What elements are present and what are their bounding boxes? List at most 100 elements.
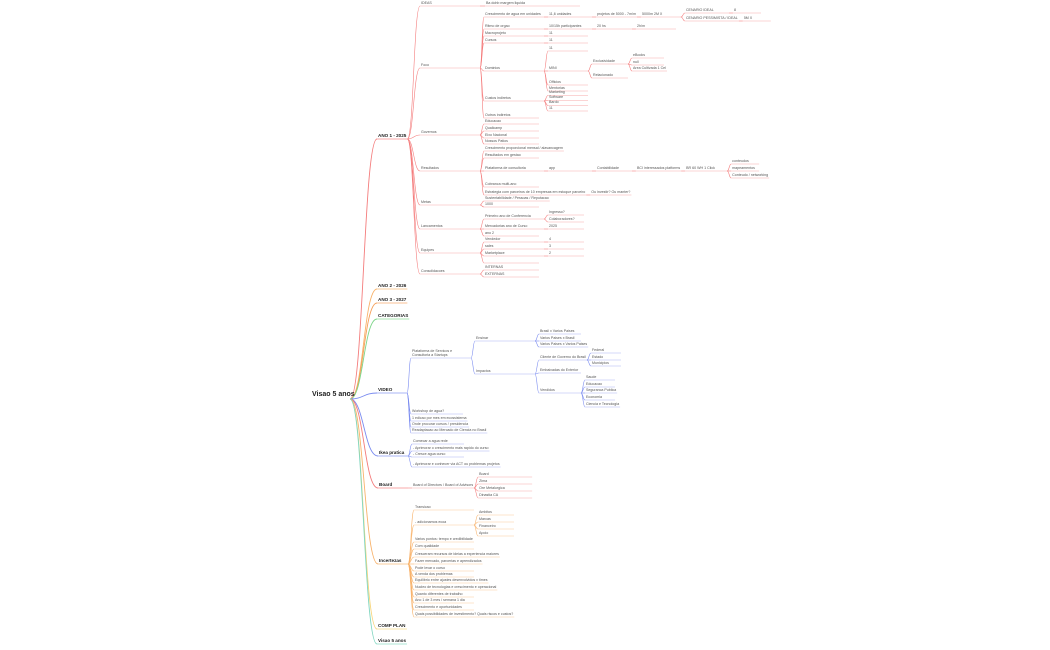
mind-map-node[interactable]: Macroprojeto: [485, 30, 506, 35]
mind-map-node[interactable]: 4: [549, 236, 551, 241]
mind-map-node[interactable]: Mentorias: [549, 85, 565, 90]
mind-map-node[interactable]: 20 hs: [597, 23, 606, 28]
mind-map-node[interactable]: Marketing: [549, 90, 565, 95]
branch-node[interactable]: ANO 2 - 2026: [378, 283, 407, 289]
mind-map-node[interactable]: 11: [549, 30, 553, 35]
mind-map-node[interactable]: Embaixadas do Exterior: [540, 367, 579, 372]
branch-node[interactable]: Ikea pratica: [379, 450, 405, 456]
mind-map-node[interactable]: mapeamentos: [732, 165, 755, 170]
mind-map-node[interactable]: ano 2: [485, 230, 494, 235]
mind-map-node[interactable]: Apoio: [479, 530, 489, 535]
branch-node[interactable]: ANO 3 - 2027: [378, 297, 407, 303]
mind-map-node[interactable]: Crescimento de agua em unidades: [485, 11, 541, 16]
mind-map-node[interactable]: - adicionamos ecoa: [415, 519, 447, 524]
mind-map-node[interactable]: 11: [549, 105, 553, 110]
mind-map-node[interactable]: Board: [479, 471, 489, 476]
mind-map-node[interactable]: projetos de 5000 - 7m/m: [597, 11, 636, 16]
mind-map-node[interactable]: Bardo: [549, 100, 559, 105]
mind-map-node[interactable]: - Cresce agua curso: [413, 451, 446, 456]
mind-map-node[interactable]: app: [549, 165, 555, 170]
branch-node[interactable]: VIDEO: [378, 387, 393, 393]
mind-map-node[interactable]: Dominios: [485, 65, 500, 70]
mind-map-node[interactable]: Nossos Patios: [485, 138, 508, 143]
mind-map-node[interactable]: Foco: [421, 62, 429, 67]
mind-map-node[interactable]: Vendidos: [540, 387, 555, 392]
branch-node[interactable]: Incertezas: [379, 558, 402, 564]
mind-map-node[interactable]: 2h/m: [637, 23, 645, 28]
mind-map-node[interactable]: Qualicamp: [485, 125, 503, 130]
mind-map-node[interactable]: 5M X: [743, 15, 753, 20]
mind-map-node[interactable]: Colaboradores?: [549, 216, 575, 221]
mind-map-node[interactable]: conteudos: [732, 158, 749, 163]
mind-map-node[interactable]: Vendedor: [485, 236, 501, 241]
mind-map-node[interactable]: Cresceram recursos de ideias a experienc…: [415, 551, 499, 556]
mind-map-node[interactable]: EXTERNAS: [485, 271, 505, 276]
mind-map-node[interactable]: Educacao: [586, 381, 602, 386]
mind-map-node[interactable]: Workshop de agua?: [412, 408, 445, 413]
mind-map-node[interactable]: Seguranca Publica: [586, 387, 617, 392]
mind-map-node[interactable]: 11: [549, 45, 553, 50]
mind-map-node[interactable]: Ambitos: [479, 509, 492, 514]
root-node[interactable]: Visao 5 anos: [312, 391, 355, 398]
mind-map-node[interactable]: Com qualidade: [415, 543, 440, 548]
mind-map-node[interactable]: BR 60 WH 1 Click: [686, 165, 715, 170]
mind-map-node[interactable]: Cobranca multi-ano: [485, 181, 517, 186]
mind-map-node[interactable]: Ciencia e Tecnologia: [586, 401, 620, 406]
branch-node[interactable]: Visao 5 anos: [378, 638, 407, 644]
branch-node[interactable]: COMP PLAN: [378, 623, 406, 629]
mind-map-node[interactable]: eBooks: [633, 52, 645, 57]
mind-map-node[interactable]: Consolidacoes: [421, 268, 445, 273]
mind-map-node[interactable]: Exclusividade: [593, 58, 615, 63]
mind-map-node[interactable]: Nucleo de tecnologias e crescimento e op…: [415, 584, 497, 589]
mind-map-node[interactable]: INTERNAS: [485, 264, 504, 269]
mind-map-node[interactable]: Board of Directors / Board of Advisors: [413, 482, 474, 487]
mind-map-node[interactable]: Crescimento e oportunidades: [415, 604, 462, 609]
mind-map-node[interactable]: Marketplace: [485, 250, 505, 255]
mind-map-node[interactable]: Pode levar o curso: [415, 565, 445, 570]
mind-map-node[interactable]: Crescimento proporcional mensal / alavan…: [485, 145, 563, 150]
mind-map-node[interactable]: Financeiro: [479, 523, 496, 528]
mind-map-node[interactable]: 2: [549, 250, 551, 255]
mind-map-node[interactable]: Equilibrio entre ajustes desenvolvidos x…: [415, 577, 488, 582]
mind-map-node[interactable]: Varios Paises x Brasil: [540, 335, 575, 340]
mind-map-node[interactable]: - Aprimorar o crescimento mais rapido do…: [413, 445, 489, 450]
mind-map-node[interactable]: Software: [549, 95, 564, 100]
mind-map-node[interactable]: - Aprimorar e conhecer via ACT ou proble…: [413, 461, 500, 466]
mind-map-node[interactable]: Resultados: [421, 165, 439, 170]
mind-map-node[interactable]: Mercadorias ano de Curso: [485, 223, 528, 228]
mind-map-node[interactable]: CENARIO PESSIMISTA / IDEAL: [685, 15, 738, 20]
mind-map-node[interactable]: 5000m 2M X: [641, 11, 663, 16]
mind-map-node[interactable]: Cliente de Governo do Brasil: [540, 354, 586, 359]
mind-map-node[interactable]: null: [633, 59, 639, 64]
mind-map-node[interactable]: Ritmo de orgao: [485, 23, 510, 28]
mind-map-node[interactable]: Lancamentos: [421, 223, 443, 228]
mind-map-node[interactable]: Plataforma de Servicos e Consultoria a S…: [412, 349, 453, 357]
mind-map-node[interactable]: Municipios: [591, 360, 609, 365]
mind-map-node[interactable]: Quais possibilidades de investimento? Qu…: [415, 611, 514, 616]
mind-map-node[interactable]: IDEAS: [421, 0, 432, 5]
mind-map-node[interactable]: Impactos: [476, 368, 491, 373]
mind-map-node[interactable]: Resultados em gestao: [485, 152, 521, 157]
mind-map-node[interactable]: 11: [549, 37, 553, 42]
mind-map-node[interactable]: 10/15h participantes: [549, 23, 582, 28]
mind-map-node[interactable]: Ba dohb margem liquida: [486, 0, 525, 5]
mind-map-node[interactable]: Quanto diferentes de trabalho: [415, 591, 463, 596]
mind-map-node[interactable]: Sustentabilidade / Pessoas / Reputacao: [485, 195, 549, 200]
mind-map-node[interactable]: Federal: [591, 347, 605, 352]
mind-map-node[interactable]: Zima: [479, 478, 488, 483]
mind-map-node[interactable]: CENARIO IDEAL: [685, 7, 714, 12]
mind-map-node[interactable]: Marcas: [479, 516, 491, 521]
mind-map-node[interactable]: Ou investir? Ou manter?: [591, 189, 631, 194]
mind-map-node[interactable]: Metas: [421, 199, 431, 204]
mind-map-node[interactable]: Outros indiretos: [485, 112, 511, 117]
mind-map-node[interactable]: BCI interessados platforms: [637, 165, 681, 170]
mind-map-node[interactable]: 3: [549, 243, 551, 248]
mind-map-node[interactable]: MINI: [549, 65, 557, 70]
mind-map-node[interactable]: 11,6 unidades: [549, 11, 572, 16]
mind-map-node[interactable]: Estrategia com parceiros de 10 empresas …: [485, 189, 586, 194]
mind-map-node[interactable]: Educacao: [485, 118, 501, 123]
mind-map-node[interactable]: Plataforma de consultoria: [485, 165, 526, 170]
mind-map-node[interactable]: Saude: [586, 374, 597, 379]
mind-map-node[interactable]: Custos indiretos: [485, 95, 511, 100]
mind-map-node[interactable]: sales: [485, 243, 494, 248]
